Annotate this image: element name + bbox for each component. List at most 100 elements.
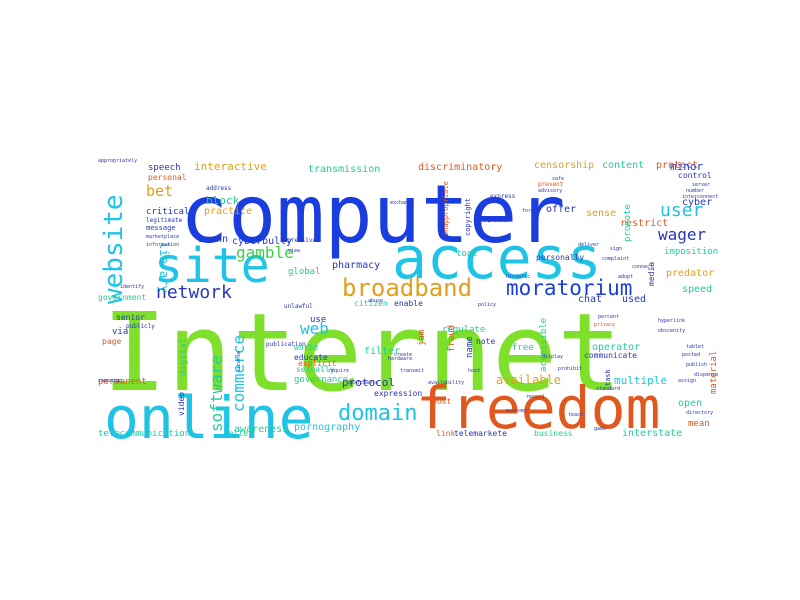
- word: sexually: [296, 365, 335, 374]
- word: express: [490, 193, 516, 200]
- word: material: [709, 351, 719, 394]
- word: telemarkete: [454, 429, 507, 438]
- word: advisory: [538, 188, 562, 194]
- word: license: [236, 351, 242, 372]
- word: policy: [478, 302, 496, 308]
- word: number: [686, 188, 704, 194]
- word: global: [288, 267, 321, 277]
- word: discriminatory: [418, 162, 502, 173]
- word: teach: [568, 412, 583, 418]
- word: publication: [266, 341, 306, 348]
- word: communicate: [584, 351, 637, 360]
- word: freedom: [416, 374, 660, 442]
- word: used: [622, 294, 646, 305]
- word: searchable: [348, 380, 378, 386]
- word: educate: [294, 353, 328, 362]
- word: inappropriate: [442, 181, 450, 236]
- word: pharmacy: [332, 260, 380, 271]
- word: legitimate: [146, 217, 183, 224]
- word: web: [300, 319, 329, 338]
- word: citizen: [354, 299, 388, 308]
- word: record: [526, 394, 544, 400]
- word: interactive: [194, 160, 267, 173]
- word: post: [432, 397, 451, 406]
- word: format: [522, 208, 540, 214]
- word: Internet: [102, 291, 622, 416]
- word: media: [647, 262, 656, 286]
- word: business: [534, 429, 573, 438]
- word: obscenity: [658, 328, 685, 334]
- word: website: [99, 194, 129, 304]
- word: cyber: [682, 197, 712, 208]
- word: deliver: [578, 242, 599, 248]
- word: enable: [394, 299, 423, 308]
- word: use: [310, 315, 326, 325]
- word: access: [392, 224, 602, 292]
- word: protocol: [342, 376, 395, 389]
- word: operator: [592, 342, 640, 353]
- word: jam: [417, 330, 427, 346]
- word: explicit: [298, 359, 337, 368]
- word: regulate: [442, 325, 485, 335]
- word: restrict: [620, 218, 668, 229]
- word: availability: [428, 380, 464, 386]
- word: standard: [596, 386, 620, 392]
- word: hyperlink: [658, 318, 685, 324]
- word: network: [156, 282, 232, 303]
- word: host: [468, 368, 480, 374]
- word: minor: [670, 160, 703, 173]
- word: pornography: [294, 422, 360, 433]
- word: privacy: [594, 322, 615, 328]
- word: practice: [204, 206, 252, 217]
- word: address: [206, 185, 232, 192]
- word: posted: [682, 352, 700, 358]
- word: open: [678, 398, 702, 409]
- word: government: [98, 293, 146, 302]
- word: prevent: [538, 181, 564, 188]
- word: personally: [536, 253, 584, 262]
- word: identify: [120, 284, 144, 290]
- word: gamble: [236, 243, 294, 262]
- word: control: [678, 171, 712, 180]
- word: moratorium: [506, 276, 632, 300]
- word: historic: [506, 274, 530, 280]
- word: interstate: [622, 428, 682, 439]
- word: transmit: [400, 368, 424, 374]
- word: hardware: [388, 356, 412, 362]
- word: expression: [374, 389, 422, 398]
- word: link: [436, 429, 455, 438]
- word: world: [294, 343, 318, 352]
- word: unlawful: [284, 303, 313, 310]
- word: imposition: [664, 247, 718, 257]
- word: video: [177, 392, 186, 416]
- word: repressive: [280, 237, 317, 244]
- word: domain: [338, 401, 417, 426]
- word: content: [602, 160, 644, 171]
- word: seller: [224, 429, 253, 438]
- word: block: [206, 194, 239, 207]
- word: directory: [686, 410, 713, 416]
- word: exchange: [390, 200, 414, 206]
- word: create: [394, 352, 412, 358]
- word: promote: [623, 204, 633, 242]
- word: require: [328, 368, 349, 374]
- word: information: [146, 242, 179, 248]
- word: via: [112, 327, 128, 337]
- word: user: [660, 200, 704, 221]
- word: page: [102, 337, 121, 346]
- word: online: [104, 384, 314, 442]
- word: tablet: [686, 344, 704, 350]
- word: note: [476, 337, 495, 346]
- word: economy: [506, 408, 527, 414]
- word: sign: [610, 246, 622, 252]
- word: speed: [682, 284, 712, 295]
- word: publicly: [126, 323, 155, 330]
- word: predator: [666, 268, 714, 279]
- word: free: [512, 343, 534, 353]
- word: commerce: [229, 335, 248, 412]
- word: wager: [658, 225, 707, 244]
- word: site: [154, 238, 270, 294]
- word: permanent: [98, 377, 147, 387]
- word: available: [496, 373, 561, 387]
- word: prohibit: [558, 366, 582, 372]
